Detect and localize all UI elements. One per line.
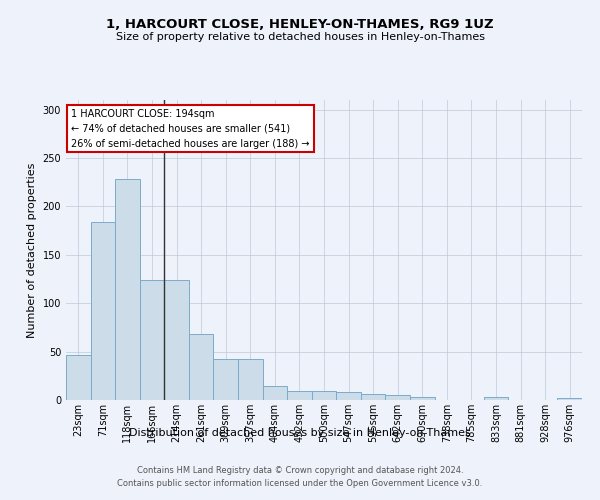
Bar — [361, 394, 385, 400]
Bar — [557, 398, 582, 400]
Bar — [312, 392, 336, 400]
Bar — [66, 356, 91, 400]
Text: Distribution of detached houses by size in Henley-on-Thames: Distribution of detached houses by size … — [129, 428, 471, 438]
Bar — [410, 397, 434, 400]
Text: Size of property relative to detached houses in Henley-on-Thames: Size of property relative to detached ho… — [115, 32, 485, 42]
Bar — [287, 392, 312, 400]
Bar — [189, 334, 214, 400]
Bar — [115, 180, 140, 400]
Bar — [385, 395, 410, 400]
Text: 1 HARCOURT CLOSE: 194sqm
← 74% of detached houses are smaller (541)
26% of semi-: 1 HARCOURT CLOSE: 194sqm ← 74% of detach… — [71, 109, 310, 148]
Bar — [484, 397, 508, 400]
Y-axis label: Number of detached properties: Number of detached properties — [27, 162, 37, 338]
Bar — [263, 386, 287, 400]
Bar — [238, 360, 263, 400]
Bar — [164, 280, 189, 400]
Bar — [140, 280, 164, 400]
Text: Contains HM Land Registry data © Crown copyright and database right 2024.
Contai: Contains HM Land Registry data © Crown c… — [118, 466, 482, 487]
Text: 1, HARCOURT CLOSE, HENLEY-ON-THAMES, RG9 1UZ: 1, HARCOURT CLOSE, HENLEY-ON-THAMES, RG9… — [106, 18, 494, 30]
Bar — [336, 392, 361, 400]
Bar — [214, 360, 238, 400]
Bar — [91, 222, 115, 400]
